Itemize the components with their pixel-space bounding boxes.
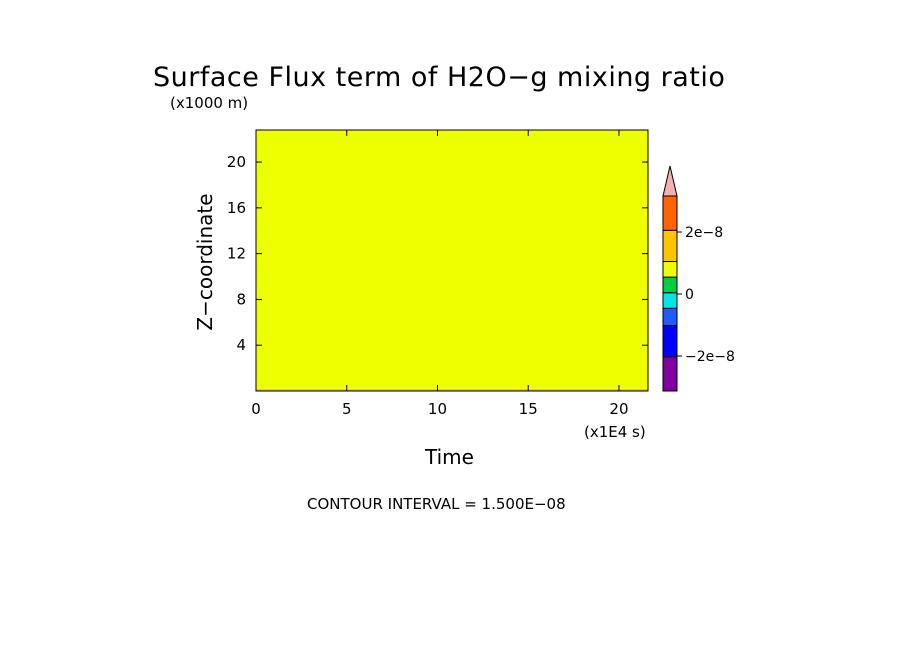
field-fill — [256, 130, 648, 391]
colorbar-overflow-triangle — [662, 165, 678, 197]
x-tick-label: 20 — [609, 400, 628, 418]
colorbar-box — [662, 307, 678, 326]
x-axis-label: Time — [425, 445, 474, 469]
y-tick-label: 12 — [227, 245, 246, 263]
plot-frame — [255, 129, 649, 392]
x-tick-label: 0 — [251, 400, 261, 418]
x-tick-label: 5 — [342, 400, 352, 418]
y-axis-unit: (x1000 m) — [170, 94, 249, 112]
y-tick-label: 4 — [236, 336, 246, 354]
y-tick-label: 8 — [236, 290, 246, 308]
colorbar-box — [662, 261, 678, 278]
x-axis-unit: (x1E4 s) — [584, 423, 646, 441]
colorbar-box — [662, 195, 678, 231]
x-tick-label: 10 — [428, 400, 447, 418]
colorbar-box — [662, 292, 678, 309]
colorbar-box — [662, 324, 678, 358]
colorbar-box — [662, 276, 678, 294]
colorbar-box — [662, 356, 678, 392]
colorbar-label: −2e−8 — [685, 349, 735, 365]
chart-title: Surface Flux term of H2O−g mixing ratio — [153, 62, 726, 93]
x-tick-label: 15 — [519, 400, 538, 418]
y-tick-label: 16 — [227, 199, 246, 217]
contour-interval-label: CONTOUR INTERVAL = 1.500E−08 — [307, 495, 566, 513]
y-tick-label: 20 — [227, 153, 246, 171]
colorbar-box — [662, 229, 678, 263]
colorbar-label: 0 — [685, 287, 694, 303]
colorbar-label: 2e−8 — [685, 225, 723, 241]
